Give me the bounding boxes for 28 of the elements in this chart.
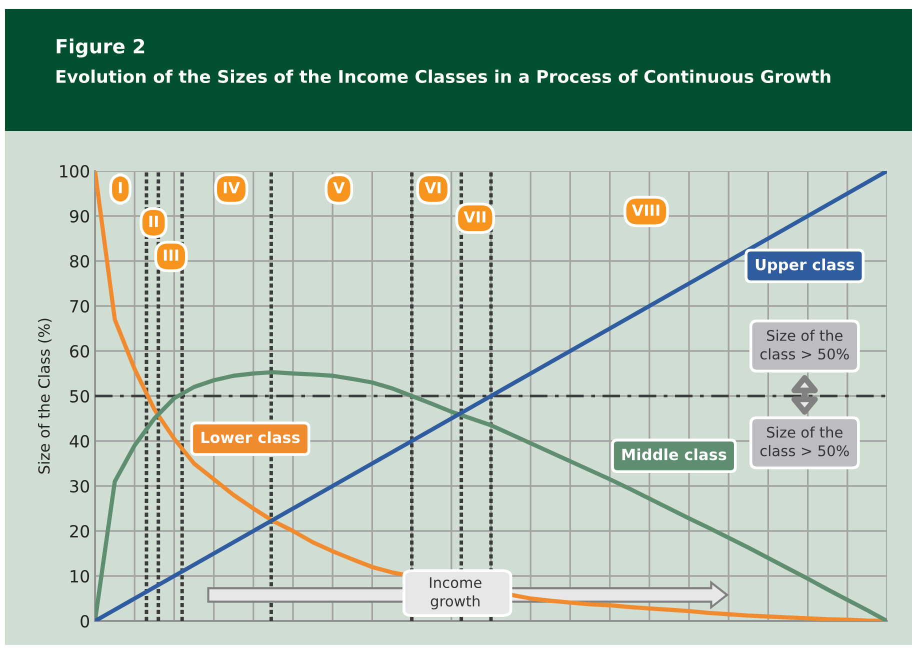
series-label: Upper class bbox=[756, 258, 854, 274]
annotation: I bbox=[118, 182, 122, 194]
annotation: IV bbox=[224, 182, 240, 194]
y-tick-label: 10 bbox=[70, 570, 90, 583]
chart-title: Figure 2 bbox=[56, 38, 144, 58]
chart-subtitle: Evolution of the Sizes of the Income Classes in a Process of Continuous Growth bbox=[56, 70, 830, 84]
annotation: VI bbox=[424, 182, 441, 194]
y-tick-label: 60 bbox=[70, 344, 90, 358]
annotation: Size of the class > 50% bbox=[760, 426, 849, 456]
y-tick-label: 90 bbox=[70, 210, 90, 223]
annotation: VIII bbox=[632, 204, 660, 216]
y-tick-label: 20 bbox=[70, 524, 90, 538]
annotation: V bbox=[333, 182, 345, 194]
annotation: III bbox=[164, 250, 178, 261]
annotation: VII bbox=[464, 211, 486, 222]
annotation: II bbox=[149, 216, 158, 227]
annotation: Income growth bbox=[430, 577, 482, 610]
series-label: Middle class bbox=[622, 448, 726, 460]
series-label: Lower class bbox=[201, 431, 300, 444]
y-tick-label: 50 bbox=[70, 390, 90, 403]
y-tick-label: 30 bbox=[70, 480, 90, 493]
y-axis-title: Size of the Class (%) bbox=[38, 318, 52, 474]
y-tick-label: 80 bbox=[70, 254, 90, 268]
y-tick-label: 100 bbox=[60, 164, 90, 178]
annotation: Size of the class > 50% bbox=[760, 330, 849, 360]
y-tick-label: 70 bbox=[70, 300, 90, 313]
y-tick-label: 0 bbox=[80, 614, 90, 628]
y-tick-label: 40 bbox=[70, 434, 90, 448]
